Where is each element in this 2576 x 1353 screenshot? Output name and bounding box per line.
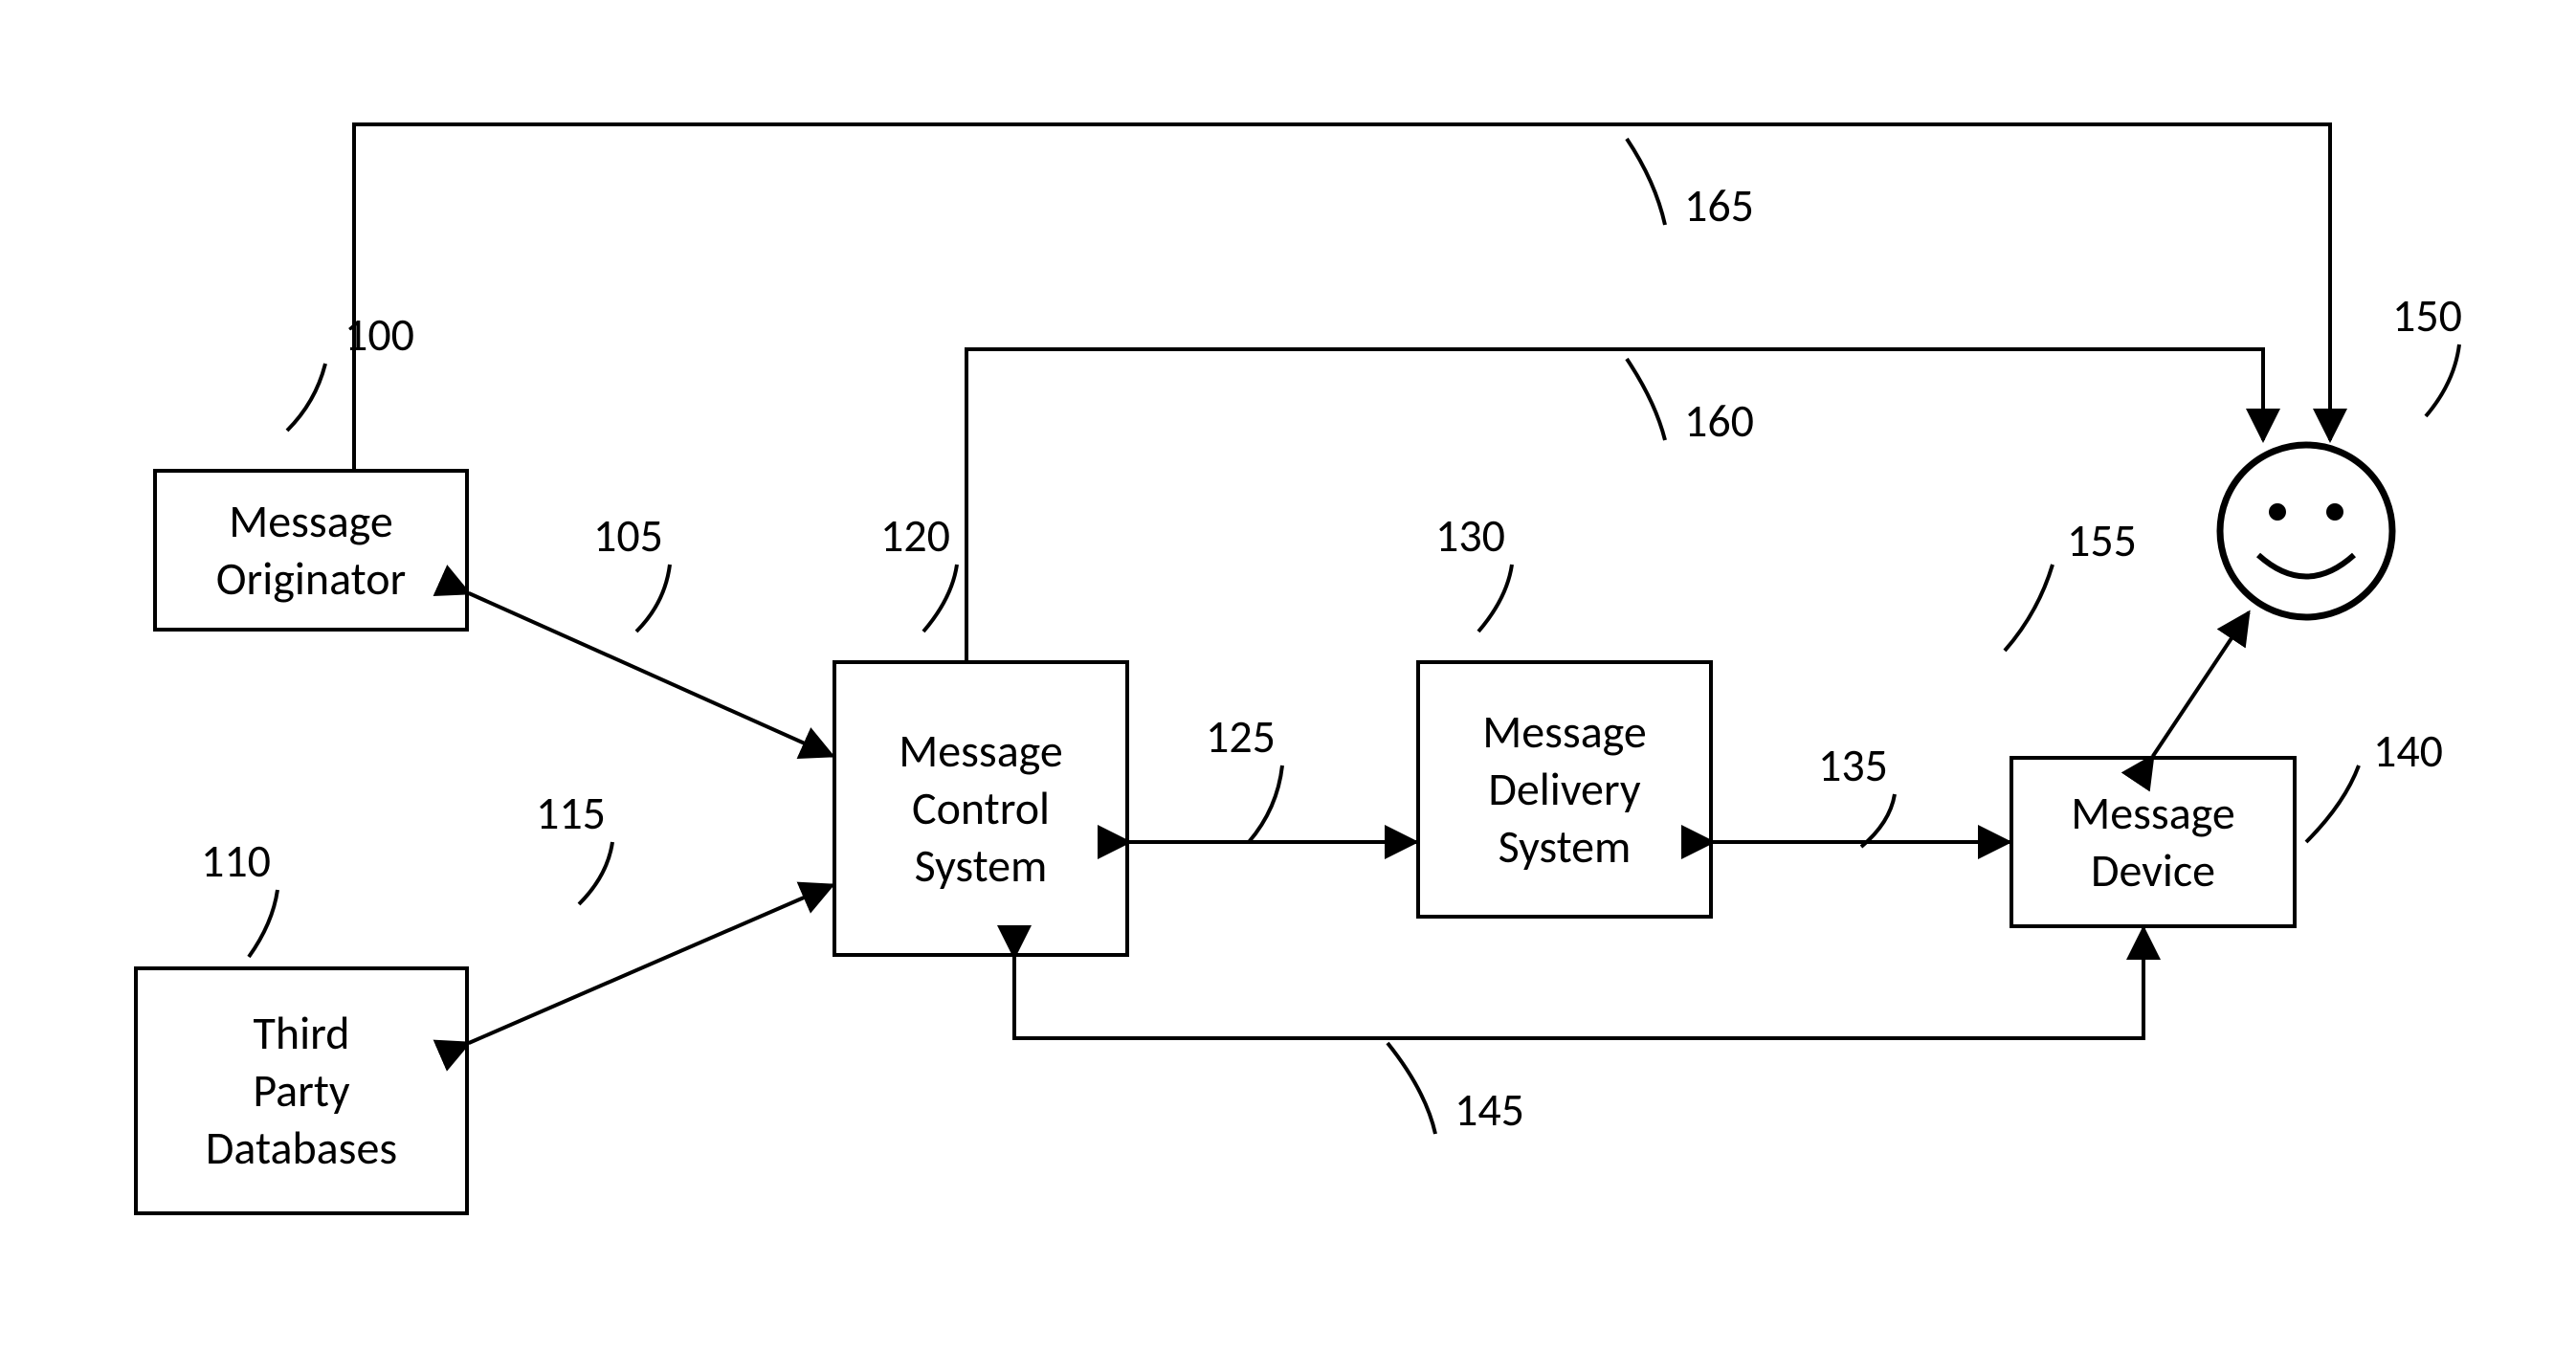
node-text: Message	[229, 493, 393, 549]
ref-label-150: 150	[2392, 287, 2462, 344]
node-text: Message	[2071, 785, 2235, 841]
edge-e115	[469, 885, 833, 1043]
ref-label-155: 155	[2067, 512, 2137, 568]
ref-label-160: 160	[1684, 392, 1754, 449]
label-hook-l110	[249, 890, 278, 957]
node-text: Device	[2091, 842, 2215, 898]
node-message-control-system: Message Control System	[833, 660, 1129, 957]
node-message-device: Message Device	[2010, 756, 2297, 928]
label-hook-l100	[287, 364, 325, 431]
label-hook-l120	[923, 565, 957, 632]
ref-label-130: 130	[1435, 507, 1505, 564]
node-text: Control	[912, 780, 1050, 836]
edge-e105	[469, 593, 833, 756]
node-text: System	[915, 837, 1048, 894]
label-hook-l130	[1478, 565, 1512, 632]
node-text: Delivery	[1488, 761, 1640, 817]
label-hook-l115	[579, 842, 612, 904]
ref-label-115: 115	[536, 785, 606, 841]
edge-e165	[354, 124, 2330, 469]
label-hook-l150	[2426, 344, 2459, 416]
label-hook-l105	[636, 565, 670, 632]
ref-label-110: 110	[201, 832, 271, 889]
node-text: Originator	[216, 550, 407, 607]
ref-label-165: 165	[1684, 177, 1754, 233]
ref-label-120: 120	[880, 507, 950, 564]
node-third-party-databases: Third Party Databases	[134, 966, 469, 1215]
label-hook-l165	[1627, 139, 1665, 225]
ref-label-145: 145	[1455, 1081, 1524, 1138]
edge-e155	[2153, 612, 2249, 756]
label-hook-l135	[1861, 794, 1895, 847]
user-smiley-icon	[2220, 445, 2392, 617]
ref-label-105: 105	[593, 507, 663, 564]
label-hook-l145	[1388, 1043, 1435, 1134]
ref-label-100: 100	[344, 306, 414, 363]
node-text: Databases	[206, 1120, 397, 1176]
edge-e160	[966, 349, 2263, 660]
node-text: Party	[253, 1062, 349, 1119]
label-hook-l160	[1627, 359, 1665, 440]
node-message-delivery-system: Message Delivery System	[1416, 660, 1713, 919]
label-hook-l125	[1249, 765, 1282, 842]
node-message-originator: Message Originator	[153, 469, 469, 632]
label-hook-l140	[2306, 765, 2359, 842]
edge-e145	[1014, 928, 2143, 1038]
ref-label-125: 125	[1206, 708, 1276, 765]
ref-label-135: 135	[1818, 737, 1888, 793]
node-text: Message	[899, 722, 1063, 779]
ref-label-140: 140	[2373, 722, 2443, 779]
label-hook-l155	[2005, 565, 2053, 651]
node-text: System	[1499, 818, 1632, 875]
node-text: Message	[1482, 703, 1647, 760]
node-text: Third	[254, 1005, 350, 1061]
